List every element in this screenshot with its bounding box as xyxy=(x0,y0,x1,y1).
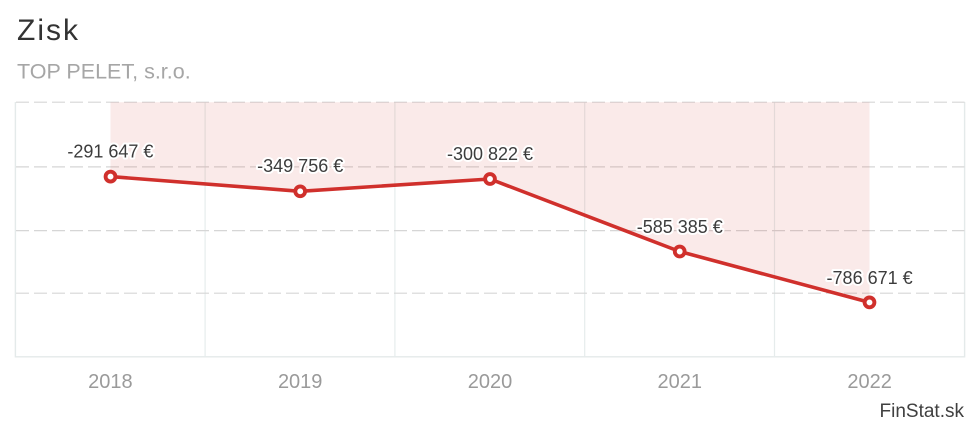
svg-text:-291 647 €: -291 647 € xyxy=(67,142,153,162)
svg-text:-585 385 €: -585 385 € xyxy=(637,217,723,237)
svg-text:-300 822 €: -300 822 € xyxy=(447,144,533,164)
svg-text:-291 647 €: -291 647 € xyxy=(67,142,153,162)
svg-text:-300 822 €: -300 822 € xyxy=(447,144,533,164)
svg-text:2020: 2020 xyxy=(468,371,513,393)
svg-text:2018: 2018 xyxy=(88,371,133,393)
svg-text:-349 756 €: -349 756 € xyxy=(257,156,343,176)
svg-text:2022: 2022 xyxy=(847,371,892,393)
svg-text:FinStat.sk: FinStat.sk xyxy=(880,401,965,422)
svg-text:2019: 2019 xyxy=(278,371,323,393)
svg-text:-349 756 €: -349 756 € xyxy=(257,156,343,176)
svg-text:-786 671 €: -786 671 € xyxy=(827,268,913,288)
svg-text:Zisk: Zisk xyxy=(17,14,80,47)
svg-text:TOP PELET, s.r.o.: TOP PELET, s.r.o. xyxy=(17,60,191,84)
svg-text:-786 671 €: -786 671 € xyxy=(827,268,913,288)
svg-text:-585 385 €: -585 385 € xyxy=(637,217,723,237)
svg-text:2021: 2021 xyxy=(658,371,703,393)
